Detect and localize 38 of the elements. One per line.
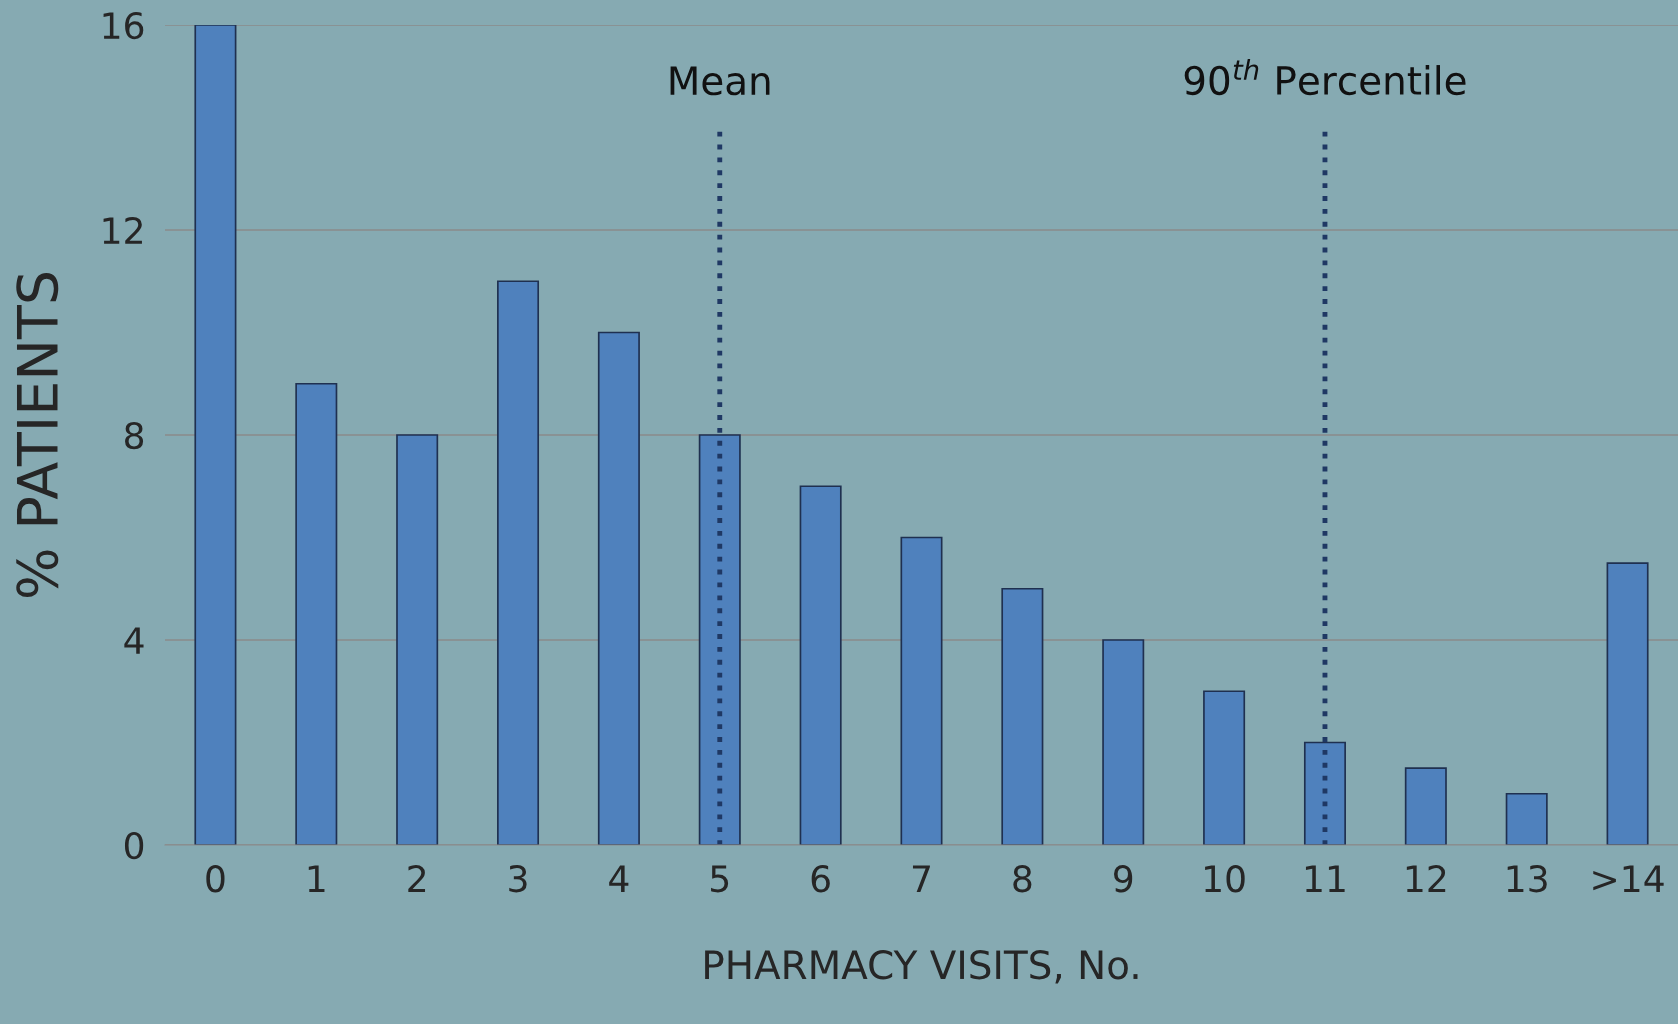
y-tick-label: 16 [103, 11, 144, 40]
y-tick-label: 12 [103, 216, 142, 244]
x-tick-label: 4 [609, 865, 629, 892]
bar [1303, 741, 1346, 845]
y-tick-label: 4 [124, 627, 144, 654]
x-tick-label: >14 [1593, 865, 1664, 892]
bar [1606, 562, 1649, 845]
ref-line-label: Mean [670, 66, 770, 96]
x-tick-label: 0 [206, 865, 225, 893]
bar [1001, 587, 1044, 845]
y-tick-label: 0 [124, 831, 144, 860]
y-tick-label: 8 [125, 421, 144, 450]
x-tick-label: 11 [1305, 865, 1345, 892]
y-axis-title: % PATIENTS [16, 272, 59, 598]
bar [799, 485, 842, 845]
x-tick-label: 5 [711, 865, 729, 893]
bar [194, 25, 237, 845]
x-tick-label: 7 [912, 865, 930, 892]
x-tick-label: 8 [1013, 865, 1032, 893]
bar [396, 434, 439, 845]
bar [1203, 690, 1246, 845]
bar [295, 382, 338, 845]
x-tick-label: 12 [1406, 865, 1446, 892]
ref-line-label: 90$^{th}$ Percentile [1184, 59, 1466, 96]
x-tick-label: 1 [308, 865, 325, 892]
x-tick-label: 10 [1205, 865, 1245, 893]
bar [900, 536, 943, 845]
x-tick-label: 9 [1114, 865, 1133, 893]
x-tick-label: 13 [1507, 865, 1547, 893]
bar [497, 280, 540, 845]
bar [1505, 792, 1548, 845]
x-axis-title: PHARMACY VISITS, No. [705, 950, 1138, 984]
bar [1404, 767, 1447, 845]
bar [597, 331, 640, 845]
bar [1102, 639, 1145, 845]
x-tick-label: 2 [408, 865, 426, 892]
x-tick-label: 6 [811, 865, 830, 893]
x-tick-label: 3 [509, 865, 527, 893]
